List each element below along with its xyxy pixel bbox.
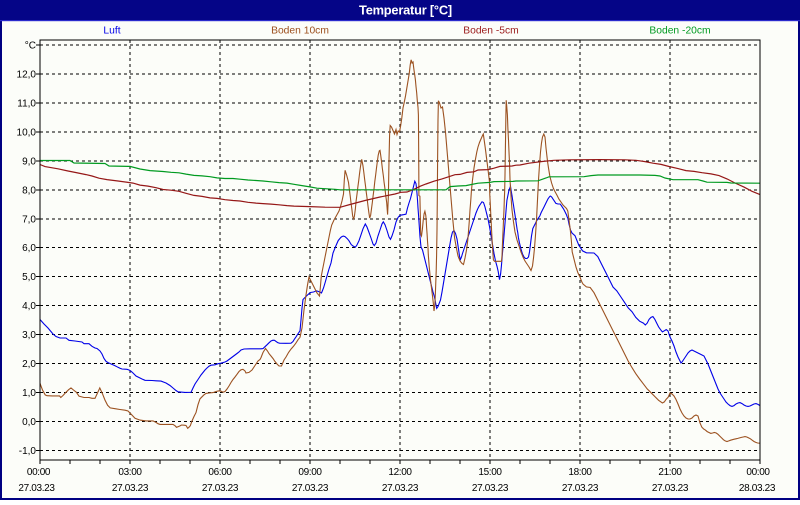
svg-text:03:00: 03:00 <box>118 467 142 478</box>
svg-text:-1,0: -1,0 <box>19 446 37 457</box>
svg-text:27.03.23: 27.03.23 <box>652 483 689 494</box>
svg-text:6,0: 6,0 <box>22 243 36 254</box>
svg-text:15:00: 15:00 <box>478 467 502 478</box>
svg-text:5,0: 5,0 <box>22 272 36 283</box>
svg-text:°C: °C <box>25 41 36 52</box>
svg-text:27.03.23: 27.03.23 <box>112 483 149 494</box>
svg-text:27.03.23: 27.03.23 <box>382 483 419 494</box>
svg-text:8,0: 8,0 <box>22 185 36 196</box>
svg-text:0,0: 0,0 <box>22 417 36 428</box>
svg-text:Boden -20cm: Boden -20cm <box>649 26 710 37</box>
svg-text:27.03.23: 27.03.23 <box>292 483 329 494</box>
svg-text:12,0: 12,0 <box>17 70 37 81</box>
svg-text:4,0: 4,0 <box>22 301 36 312</box>
svg-text:27.03.23: 27.03.23 <box>562 483 599 494</box>
svg-text:Luft: Luft <box>103 26 120 37</box>
svg-text:28.03.23: 28.03.23 <box>739 483 776 494</box>
svg-text:Boden -5cm: Boden -5cm <box>463 26 519 37</box>
svg-text:06:00: 06:00 <box>208 467 232 478</box>
svg-text:10,0: 10,0 <box>17 127 37 138</box>
svg-text:Temperatur [°C]: Temperatur [°C] <box>359 3 452 18</box>
svg-text:27.03.23: 27.03.23 <box>18 483 55 494</box>
svg-text:3,0: 3,0 <box>22 330 36 341</box>
svg-text:7,0: 7,0 <box>22 214 36 225</box>
svg-text:Boden 10cm: Boden 10cm <box>271 26 329 37</box>
svg-text:9,0: 9,0 <box>22 156 36 167</box>
svg-text:21:00: 21:00 <box>658 467 682 478</box>
svg-text:1,0: 1,0 <box>22 388 36 399</box>
svg-text:11,0: 11,0 <box>17 98 36 109</box>
svg-text:27.03.23: 27.03.23 <box>472 483 509 494</box>
svg-text:00:00: 00:00 <box>746 467 770 478</box>
svg-text:00:00: 00:00 <box>27 467 51 478</box>
svg-text:18:00: 18:00 <box>568 467 592 478</box>
svg-text:2,0: 2,0 <box>22 359 36 370</box>
svg-text:09:00: 09:00 <box>298 467 322 478</box>
svg-text:12:00: 12:00 <box>388 467 412 478</box>
svg-text:27.03.23: 27.03.23 <box>202 483 239 494</box>
